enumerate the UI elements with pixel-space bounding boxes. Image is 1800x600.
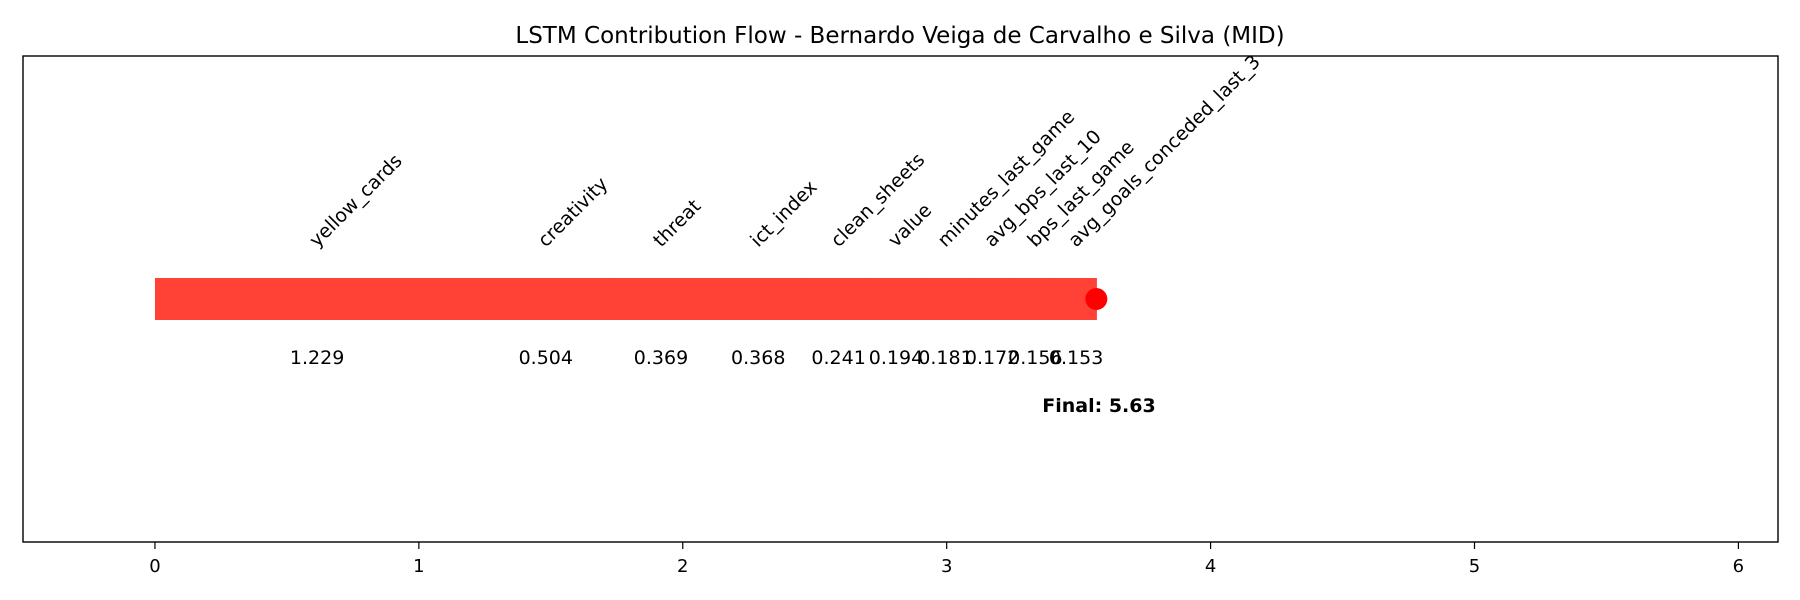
feature-label: yellow_cards [305, 150, 407, 252]
value-label: 0.241 [811, 347, 865, 369]
x-tick-label: 0 [149, 556, 160, 577]
value-label: 0.156 [1008, 347, 1062, 369]
bar-segment-clean-sheets [806, 278, 872, 320]
x-tick-label: 5 [1469, 556, 1480, 577]
x-tick-label: 2 [677, 556, 688, 577]
value-label: 0.368 [731, 347, 785, 369]
feature-label-layer: yellow_cards creativity threat ict_index cle… [305, 51, 1265, 252]
value-label: 0.194 [869, 347, 923, 369]
plot-frame [22, 55, 1779, 543]
bar-segment-bps-last-game [1014, 278, 1057, 320]
value-label: 1.229 [290, 347, 344, 369]
bar-segment-threat [612, 278, 711, 320]
value-label-layer: 1.229 0.504 0.369 0.368 0.241 0.1940.1810.172… [290, 347, 1103, 369]
value-label: 0.369 [634, 347, 688, 369]
feature-label: threat [649, 195, 705, 251]
feature-label: ict_index [746, 176, 821, 251]
x-tick-label: 4 [1205, 556, 1216, 577]
bar-segment-ict-index [709, 278, 808, 320]
bar-segment-creativity [479, 278, 613, 320]
x-tick-label: 6 [1733, 556, 1744, 577]
feature-label: creativity [534, 173, 613, 252]
value-label: 0.172 [965, 347, 1019, 369]
bar-segment-minutes-last-game [921, 278, 970, 320]
feature-label: value [884, 199, 936, 251]
value-label: 0.181 [918, 347, 972, 369]
bar-layer [154, 278, 1108, 320]
final-label: Final: 5.63 [1042, 395, 1155, 417]
bar-segment-avg-bps-last-10 [969, 278, 1016, 320]
bar-segment-yellow-cards [154, 278, 480, 320]
x-axis: 0 1 2 3 4 5 6 [149, 542, 1744, 577]
chart-title: LSTM Contribution Flow - Bernardo Veiga … [515, 23, 1284, 49]
x-tick-label: 1 [413, 556, 424, 577]
final-point-marker [1085, 288, 1108, 310]
x-tick-label: 3 [941, 556, 952, 577]
value-label: 0.504 [519, 347, 573, 369]
bar-segment-value [870, 278, 923, 320]
value-label: 0.153 [1049, 347, 1103, 369]
